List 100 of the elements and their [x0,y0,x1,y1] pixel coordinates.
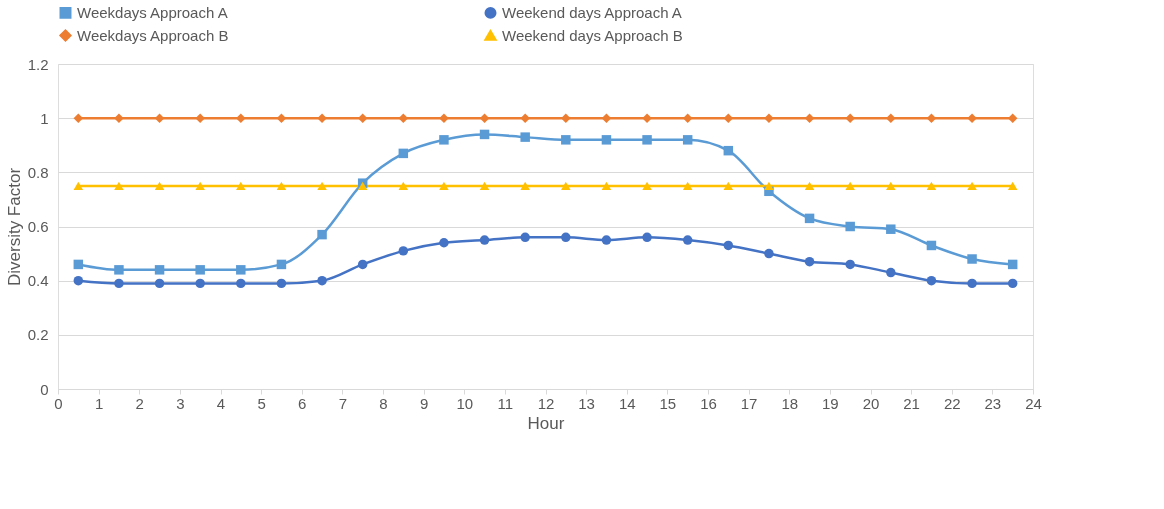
x-tick-label: 10 [456,394,474,412]
x-tick-label: 1 [94,394,104,412]
y-tick-label: 0.8 [27,163,49,181]
y-tick-label: 0 [40,380,49,398]
point [1007,181,1018,190]
point [73,259,84,270]
point [154,278,165,289]
point [236,181,246,190]
x-tick-label: 5 [257,394,266,412]
point [967,254,977,264]
point [276,181,287,190]
point [317,275,327,286]
point [642,232,652,243]
point [398,246,409,256]
point [73,275,84,286]
point [926,113,937,123]
point [682,113,693,123]
point [967,278,977,289]
point [439,135,449,145]
point [1007,278,1018,289]
x-tick-label: 16 [700,394,717,412]
point [561,181,571,190]
point [642,181,652,190]
point [114,265,124,275]
y-tick-label: 0.6 [27,218,49,235]
x-tick-label: 15 [659,394,677,412]
point [317,229,327,240]
x-tick-label: 19 [822,394,839,412]
point [276,278,287,289]
point [520,113,530,123]
point [845,221,855,232]
legend-label: Weekend days Approach A [502,3,682,21]
point [154,181,165,190]
x-tick-label: 11 [497,394,514,412]
x-tick-label: 17 [740,394,758,412]
point [439,238,449,248]
point [561,113,571,123]
point [520,232,530,243]
x-tick-label: 7 [338,394,348,412]
point [601,113,612,123]
x-axis-title: Hour [527,413,565,433]
point [601,135,612,145]
legend-label: Weekdays Approach B [77,26,229,44]
point [926,240,937,251]
x-tick-label: 8 [379,394,388,412]
point [886,267,896,278]
point [926,181,937,190]
x-tick-label: 3 [176,394,185,412]
x-tick-label: 4 [216,394,226,412]
point [73,113,84,123]
point [561,232,571,243]
point [236,113,246,123]
point [357,259,368,270]
point [398,181,409,190]
point [276,113,287,123]
point [804,256,815,267]
x-tick-label: 23 [984,394,1002,412]
point [154,265,165,275]
point [764,181,774,190]
point [398,148,409,159]
point [886,113,896,123]
point [926,275,937,286]
point [886,181,896,190]
point [73,181,84,190]
point [520,132,530,142]
point [154,113,165,123]
point [195,113,205,123]
y-tick-label: 0.4 [27,272,49,290]
point [886,224,896,234]
y-tick-label: 1.2 [27,55,49,73]
point [561,135,571,145]
point [195,278,205,289]
x-tick-label: 18 [781,394,799,412]
point [642,135,652,145]
legend-label: Weekend days Approach B [502,26,683,44]
y-tick-label: 1 [40,109,49,127]
point [520,181,530,190]
x-tick-label: 24 [1025,394,1042,412]
x-tick-label: 20 [862,394,880,412]
x-tick-label: 12 [537,394,555,412]
point [1007,259,1018,270]
point [114,181,124,190]
point [479,181,490,190]
x-tick-label: 13 [578,394,595,412]
x-tick-label: 21 [903,394,920,412]
x-tick-label: 2 [135,394,144,412]
x-tick-label: 22 [943,394,961,412]
x-tick-label: 0 [54,394,63,412]
x-tick-label: 6 [298,394,307,412]
point [723,181,734,190]
point [682,235,693,245]
point [845,259,855,270]
point [479,129,490,140]
point [601,181,612,190]
point [723,240,734,251]
point [276,259,287,270]
point [236,278,246,289]
point [804,113,815,123]
point [439,181,449,190]
point [723,145,734,156]
